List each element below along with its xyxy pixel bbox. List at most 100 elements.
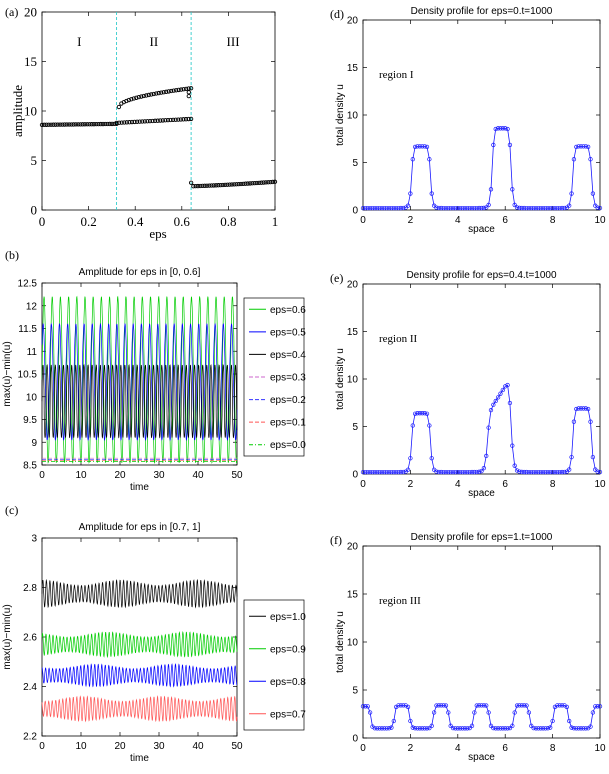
profile-point	[420, 411, 425, 416]
profile-point	[360, 704, 366, 709]
y-tick-label: 15	[347, 63, 359, 74]
profile-point	[455, 726, 460, 731]
profile-point	[493, 398, 498, 404]
data-point	[268, 179, 273, 185]
profile-point	[472, 710, 477, 715]
profile-point	[581, 406, 586, 411]
x-tick-label: 6	[502, 743, 508, 754]
profile-point	[422, 411, 427, 416]
y-tick-label: 0	[352, 470, 358, 481]
data-point	[183, 86, 189, 92]
profile-point	[517, 703, 522, 708]
profile-point	[382, 205, 387, 211]
profile-point	[500, 726, 505, 731]
profile-point	[564, 704, 569, 710]
y-tick-label: 10.5	[18, 370, 38, 381]
y-tick-label: 2.6	[23, 633, 37, 644]
profile-point	[529, 205, 534, 211]
legend-label: eps=0.6	[270, 305, 306, 316]
profile-point	[408, 718, 413, 724]
data-point	[252, 180, 257, 186]
data-point	[173, 117, 178, 122]
data-point	[131, 96, 136, 101]
profile-point	[533, 469, 539, 475]
profile-point	[455, 205, 460, 211]
data-point	[193, 183, 198, 189]
data-point	[107, 121, 112, 127]
profile-point	[398, 469, 404, 475]
series-line	[41, 578, 238, 609]
profile-point	[367, 710, 373, 715]
data-point	[142, 119, 147, 124]
data-point	[158, 118, 163, 123]
profile-point	[410, 423, 415, 428]
data-point	[174, 88, 179, 93]
profile-point	[410, 157, 415, 162]
profile-point	[405, 467, 411, 472]
profile-point	[510, 187, 515, 192]
data-point	[254, 180, 260, 186]
profile-point	[562, 469, 567, 475]
profile-point	[557, 205, 562, 211]
profile-point	[439, 703, 444, 708]
legend-label: eps=0.2	[270, 395, 306, 406]
profile-point	[486, 202, 491, 208]
profile-point	[507, 725, 513, 731]
data-point	[87, 122, 92, 127]
data-point	[127, 120, 132, 125]
data-point	[241, 181, 246, 186]
panel-label: (a)	[5, 5, 18, 19]
y-tick-label: 12	[26, 301, 38, 312]
profile-point	[415, 144, 420, 149]
y-axis-label: max(u)−min(u)	[2, 604, 13, 669]
profile-point	[396, 205, 401, 211]
profile-point	[538, 205, 543, 211]
x-tick-label: 8	[550, 215, 556, 226]
region-label: III	[227, 34, 240, 49]
data-point	[46, 122, 51, 127]
data-point	[191, 184, 196, 189]
data-point	[100, 121, 106, 127]
profile-point	[503, 384, 508, 389]
profile-point	[533, 726, 539, 731]
data-point	[122, 120, 127, 125]
profile-point	[467, 205, 472, 211]
data-point	[114, 120, 119, 126]
profile-point	[524, 703, 529, 708]
profile-point	[531, 725, 536, 731]
profile-point	[505, 382, 510, 388]
legend-label: eps=0.7	[270, 709, 306, 720]
profile-point	[446, 469, 451, 475]
profile-point	[595, 704, 600, 709]
profile-point	[384, 469, 389, 475]
data-point	[181, 87, 186, 92]
profile-point	[586, 406, 591, 412]
y-tick-label: 5	[352, 686, 358, 697]
profile-point	[398, 205, 404, 211]
profile-point	[545, 205, 551, 211]
x-tick-label: 10	[75, 470, 87, 481]
profile-point	[593, 704, 598, 709]
data-point	[220, 182, 226, 188]
chart-title: Density profile for eps=0.4.t=1000	[406, 270, 557, 281]
profile-point	[517, 205, 522, 211]
profile-point	[552, 469, 558, 475]
profile-point	[522, 205, 527, 211]
profile-point	[484, 205, 489, 210]
data-point	[119, 120, 124, 125]
y-tick-label: 15	[24, 54, 37, 69]
profile-point	[583, 726, 588, 731]
profile-point	[543, 205, 548, 211]
data-point	[236, 181, 241, 187]
profile-point	[434, 469, 439, 474]
data-point	[53, 122, 58, 127]
x-tick-label: 10	[594, 479, 606, 490]
y-tick-label: 20	[347, 542, 359, 553]
profile-point	[571, 157, 577, 162]
profile-point	[391, 469, 396, 475]
profile-point	[434, 205, 439, 210]
data-point	[165, 117, 171, 123]
profile-point	[446, 710, 451, 715]
profile-point	[396, 469, 401, 475]
